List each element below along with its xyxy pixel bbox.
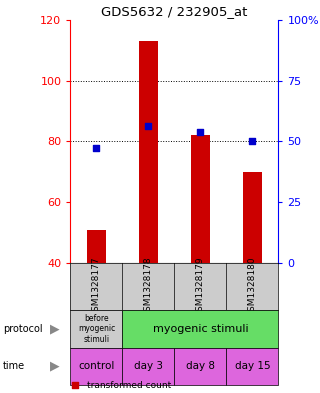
- Point: [231, 318, 236, 325]
- Text: GSM1328179: GSM1328179: [196, 256, 205, 317]
- Bar: [70, 348, 123, 385]
- Text: day 15: day 15: [235, 362, 270, 371]
- Bar: [123, 348, 174, 385]
- Bar: [70, 310, 123, 348]
- Point: [250, 138, 255, 145]
- Text: GSM1328178: GSM1328178: [144, 256, 153, 317]
- Bar: [139, 41, 157, 263]
- Bar: [87, 230, 106, 263]
- Text: transformed count: transformed count: [87, 381, 172, 389]
- Title: GDS5632 / 232905_at: GDS5632 / 232905_at: [101, 6, 248, 18]
- Text: before
myogenic
stimuli: before myogenic stimuli: [78, 314, 115, 344]
- Bar: [123, 310, 278, 348]
- Text: GSM1328177: GSM1328177: [92, 256, 101, 317]
- Text: GSM1328180: GSM1328180: [248, 256, 257, 317]
- Text: day 8: day 8: [186, 362, 215, 371]
- Bar: [243, 172, 261, 263]
- Text: ▶: ▶: [50, 360, 59, 373]
- Point: [198, 129, 203, 136]
- Text: time: time: [3, 362, 25, 371]
- Text: myogenic stimuli: myogenic stimuli: [153, 324, 248, 334]
- Bar: [191, 135, 210, 263]
- Text: protocol: protocol: [3, 324, 43, 334]
- Bar: [174, 348, 227, 385]
- Text: day 3: day 3: [134, 362, 163, 371]
- Point: [94, 144, 99, 151]
- Point: [231, 176, 236, 182]
- Text: control: control: [78, 362, 115, 371]
- Bar: [227, 348, 278, 385]
- Point: [146, 123, 151, 129]
- Text: ▶: ▶: [50, 322, 59, 335]
